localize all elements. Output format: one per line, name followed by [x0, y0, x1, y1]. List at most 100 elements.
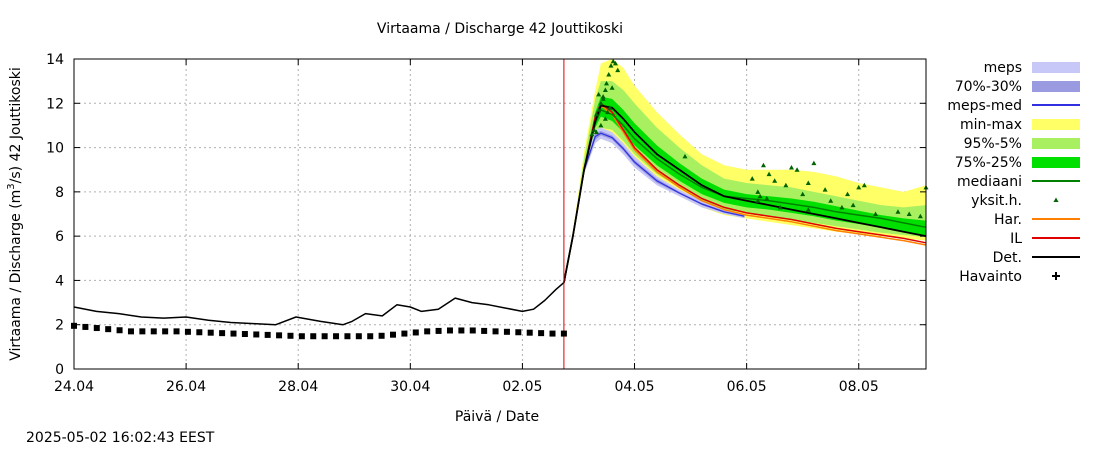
legend-label-meps_70_30: 70%-30%: [955, 79, 1022, 95]
havainto-point: [184, 328, 191, 335]
yksit-point: [612, 60, 618, 66]
yksit-point: [598, 100, 604, 106]
yksit-point: [800, 191, 806, 197]
x-tick-label: 02.05: [502, 379, 542, 395]
legend-swatch-p75_25: [1032, 157, 1080, 168]
x-tick-label: 08.05: [839, 379, 879, 395]
chart-title: Virtaama / Discharge 42 Jouttikoski: [377, 21, 623, 37]
havainto-point: [196, 329, 203, 336]
yksit-point: [856, 184, 862, 190]
legend-label-har: Har.: [994, 212, 1022, 228]
min-max-band: [563, 59, 926, 283]
yksit-point: [596, 107, 602, 112]
yksit-point: [805, 207, 811, 212]
havainto-point: [298, 333, 305, 340]
yksit-point: [845, 191, 851, 197]
yksit-point: [593, 129, 599, 135]
havainto-point: [173, 328, 180, 335]
x-tick-label: 28.04: [278, 379, 318, 395]
y-tick-label: 12: [46, 96, 64, 112]
meps-band: [563, 127, 745, 283]
havainto-point: [127, 328, 134, 335]
yksit-point: [760, 162, 766, 168]
havainto-point: [560, 330, 567, 337]
yksit-point: [828, 198, 834, 203]
legend-swatch-meps_70_30: [1032, 81, 1080, 92]
yksit-point: [615, 67, 621, 73]
75-25-band: [563, 96, 926, 283]
havainto-point: [253, 331, 260, 338]
legend-label-det: Det.: [993, 250, 1022, 266]
x-tick-label: 04.05: [614, 379, 654, 395]
legend-label-meps_med: meps-med: [947, 98, 1022, 114]
havainto-point: [241, 331, 248, 338]
yksit-point: [596, 91, 602, 97]
yksit-point: [861, 182, 867, 188]
yksit-point: [608, 63, 614, 68]
yksit-point: [766, 171, 772, 177]
havainto-point: [390, 331, 397, 338]
legend-swatch-min_max: [1032, 119, 1080, 130]
yksit-point: [604, 80, 609, 86]
yksit-point: [873, 211, 879, 216]
95-5-band: [563, 81, 926, 283]
havainto-point: [116, 327, 123, 334]
yksit-point: [772, 178, 778, 183]
havainto-point: [162, 328, 169, 335]
yksit-point: [600, 96, 606, 101]
y-tick-label: 6: [55, 229, 64, 245]
havainto-point: [82, 323, 89, 330]
havainto-point: [321, 333, 328, 340]
havainto-point: [503, 328, 510, 335]
legend-swatch-meps: [1032, 62, 1080, 73]
y-tick-label: 10: [46, 141, 64, 157]
yksit-point: [822, 187, 828, 192]
havainto-point: [310, 333, 317, 340]
y-axis-ticks: 0 2 4 6 8 10 12 14: [46, 52, 926, 378]
yksit-point: [749, 176, 755, 181]
yksit-point: [811, 160, 817, 166]
havainto-point: [549, 330, 556, 337]
yksit-point: [788, 165, 794, 170]
y-axis-label-suffix: /s) 42 Jouttikoski: [8, 67, 24, 183]
havainto-point: [481, 327, 488, 334]
yksit-point: [589, 131, 595, 137]
havainto-point: [526, 329, 533, 336]
havainto-point: [435, 327, 442, 334]
x-tick-label: 26.04: [166, 379, 206, 395]
yksit-point: [609, 85, 615, 90]
y-axis-label: Virtaama / Discharge (m3/s) 42 Jouttikos…: [6, 67, 24, 361]
havainto-point: [150, 328, 157, 335]
yksit-point: [777, 204, 783, 210]
havainto-point: [230, 330, 237, 337]
yksit-point: [917, 213, 923, 219]
havainto-point: [355, 333, 362, 340]
havainto-point: [446, 327, 453, 334]
il-line: [563, 102, 927, 283]
legend-label-p75_25: 75%-25%: [955, 155, 1022, 171]
havainto-point: [139, 328, 146, 335]
legend-swatch-yksit: [1053, 197, 1059, 202]
yksit-point: [839, 204, 845, 210]
y-tick-label: 14: [46, 52, 64, 68]
havainto-point: [276, 332, 283, 339]
legend-label-min_max: min-max: [960, 117, 1022, 133]
x-tick-label: 06.05: [727, 379, 767, 395]
havainto-point: [412, 329, 419, 336]
havainto-point: [538, 330, 545, 337]
yksit-point: [605, 109, 611, 115]
y-axis-label-prefix: Virtaama / Discharge (m: [8, 190, 24, 361]
x-axis-label: Päivä / Date: [455, 409, 539, 425]
legend-label-meps: meps: [984, 60, 1022, 76]
havainto-point: [105, 326, 112, 333]
legend-label-il: IL: [1010, 231, 1022, 247]
footer-timestamp: 2025-05-02 16:02:43 EEST: [26, 430, 215, 446]
det-history-line: [73, 282, 565, 326]
data-points: [71, 58, 929, 340]
yksit-point: [591, 127, 597, 132]
havainto-point: [264, 331, 271, 338]
yksit-point: [757, 193, 763, 199]
legend-swatch-p95_5: [1032, 138, 1080, 149]
havainto-point: [344, 333, 351, 340]
